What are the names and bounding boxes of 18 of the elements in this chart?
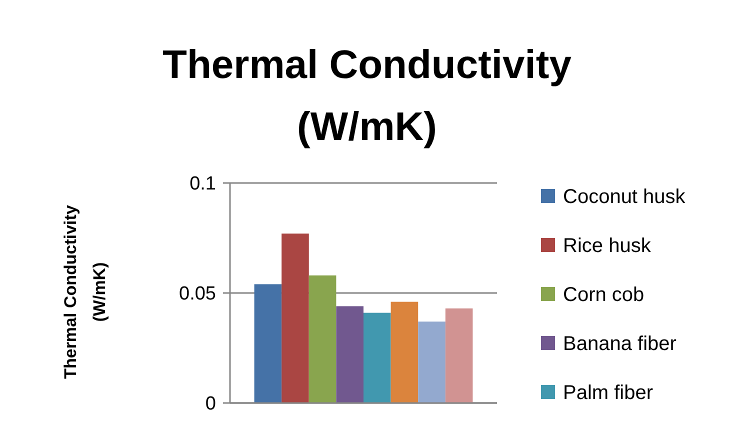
bar bbox=[390, 302, 418, 403]
y-axis-title: Thermal Conductivity (W/mK) bbox=[61, 204, 109, 379]
bar bbox=[418, 322, 446, 403]
y-tick-label: 0 bbox=[205, 394, 216, 415]
bar bbox=[364, 312, 391, 403]
legend-label: Palm fiber bbox=[563, 382, 654, 404]
y-tick-label: 0.1 bbox=[190, 174, 216, 195]
bar bbox=[336, 306, 364, 403]
y-tick-label: 0.05 bbox=[179, 284, 216, 305]
legend-label: Banana fiber bbox=[563, 333, 677, 355]
legend-label: Corn cob bbox=[563, 284, 644, 306]
chart-title: Thermal Conductivity (W/mK) bbox=[162, 43, 572, 149]
bar bbox=[308, 275, 336, 403]
legend-label: Rice husk bbox=[563, 235, 652, 257]
bar bbox=[254, 284, 282, 403]
bar bbox=[282, 234, 309, 403]
bar bbox=[445, 308, 473, 403]
legend-label: Coconut husk bbox=[563, 186, 686, 208]
